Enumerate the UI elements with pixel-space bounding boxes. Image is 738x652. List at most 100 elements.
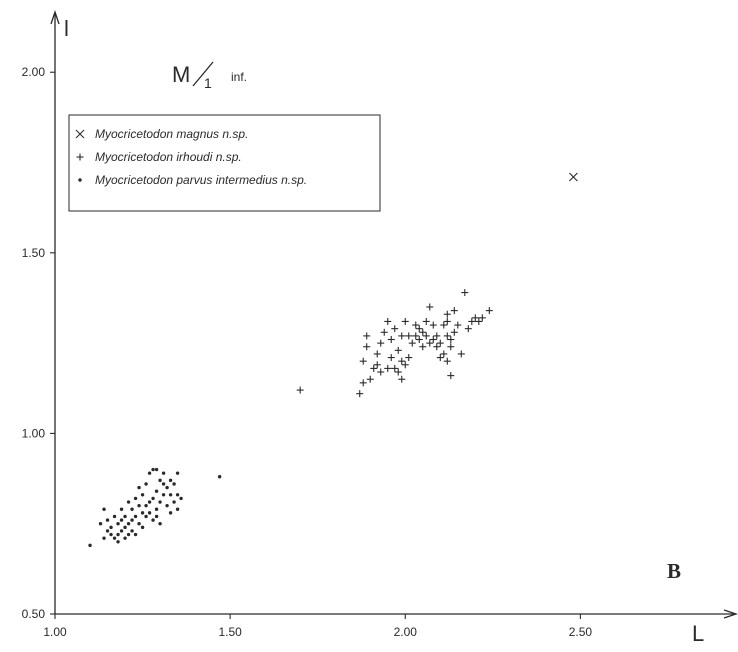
data-point — [98, 522, 103, 526]
data-point — [116, 522, 120, 526]
data-point — [102, 507, 106, 511]
data-point — [415, 336, 423, 344]
data-point — [88, 543, 92, 548]
data-point — [426, 303, 434, 311]
data-point — [161, 471, 166, 475]
data-point — [422, 317, 430, 325]
data-point — [443, 310, 451, 318]
data-point — [443, 357, 451, 365]
data-point — [363, 332, 371, 340]
data-point — [412, 321, 420, 329]
data-point — [447, 372, 455, 380]
data-point — [175, 507, 180, 511]
data-point — [377, 339, 385, 347]
legend-marker — [76, 153, 84, 161]
y-tick-label: 1.50 — [22, 246, 46, 260]
data-point — [133, 532, 138, 537]
data-point — [140, 511, 145, 515]
data-point — [415, 325, 423, 333]
data-point — [436, 339, 444, 347]
data-point — [391, 364, 399, 372]
chart-title-suffix: inf. — [231, 70, 247, 84]
data-point — [119, 507, 124, 511]
data-point — [366, 375, 374, 383]
data-point — [464, 325, 472, 333]
data-point — [387, 336, 395, 344]
data-point — [447, 336, 455, 344]
x-axis-label: L — [692, 621, 704, 646]
data-point — [154, 507, 159, 511]
data-point — [140, 493, 145, 497]
data-point — [436, 354, 444, 362]
data-point — [568, 172, 578, 182]
data-point — [373, 350, 381, 358]
data-point — [429, 321, 437, 329]
data-point — [387, 354, 395, 362]
data-point — [380, 328, 388, 336]
y-tick-label: 0.50 — [22, 607, 46, 621]
data-point — [151, 518, 155, 522]
data-point — [123, 514, 127, 519]
data-point — [147, 500, 152, 504]
chart-title-main: M — [172, 62, 190, 87]
data-point — [165, 503, 169, 508]
legend-marker — [78, 178, 82, 182]
legend-marker — [75, 129, 85, 139]
data-point — [165, 485, 169, 490]
data-point — [126, 532, 131, 537]
chart-title-slash — [192, 61, 214, 87]
data-point — [154, 467, 159, 472]
x-tick-label: 1.50 — [218, 625, 242, 639]
data-point — [151, 496, 155, 501]
data-point — [426, 339, 434, 347]
chart-title: M 1 inf. — [172, 61, 247, 91]
data-point — [154, 514, 159, 519]
y-tick-label: 1.00 — [22, 426, 46, 440]
data-point — [172, 500, 176, 504]
data-point — [144, 503, 148, 508]
series-group — [568, 172, 578, 182]
data-point — [419, 328, 427, 336]
data-point — [119, 529, 124, 533]
axes — [50, 9, 738, 619]
data-point — [440, 321, 448, 329]
data-point — [433, 343, 441, 351]
data-point — [133, 514, 138, 519]
data-point — [147, 471, 152, 475]
ticks: 1.00 1.50 2.00 2.50 0.50 1.00 1.50 2.00 — [22, 65, 593, 639]
y-axis-label: l — [64, 16, 69, 41]
x-tick-label: 2.50 — [569, 625, 593, 639]
data-point — [461, 289, 469, 297]
data-point — [137, 485, 141, 490]
data-point — [443, 332, 451, 340]
y-axis-arrowhead — [50, 9, 60, 25]
legend-entry-label: Myocricetodon magnus n.sp. — [95, 127, 248, 141]
x-tick-label: 1.00 — [43, 625, 67, 639]
data-point — [130, 507, 134, 511]
y-tick-label: 2.00 — [22, 65, 46, 79]
data-point — [144, 514, 148, 519]
data-point — [412, 332, 420, 340]
legend: Myocricetodon magnus n.sp. Myocricetodon … — [68, 114, 381, 212]
data-point — [429, 336, 437, 344]
data-point — [398, 332, 406, 340]
data-point — [161, 482, 166, 486]
data-point — [168, 493, 173, 497]
data-point — [217, 475, 222, 479]
data-point — [408, 339, 416, 347]
data-point — [405, 332, 413, 340]
data-point — [116, 540, 120, 544]
data-point — [422, 332, 430, 340]
data-point — [123, 536, 127, 540]
panel-label: B — [667, 559, 681, 583]
data-point — [450, 307, 458, 315]
x-axis-arrowhead — [723, 609, 738, 619]
data-point — [296, 386, 304, 394]
data-point — [105, 518, 110, 522]
data-point — [175, 471, 180, 475]
data-point — [356, 390, 364, 398]
data-point — [443, 317, 451, 325]
data-point — [112, 536, 117, 540]
data-point — [168, 478, 173, 483]
data-point — [168, 511, 173, 515]
